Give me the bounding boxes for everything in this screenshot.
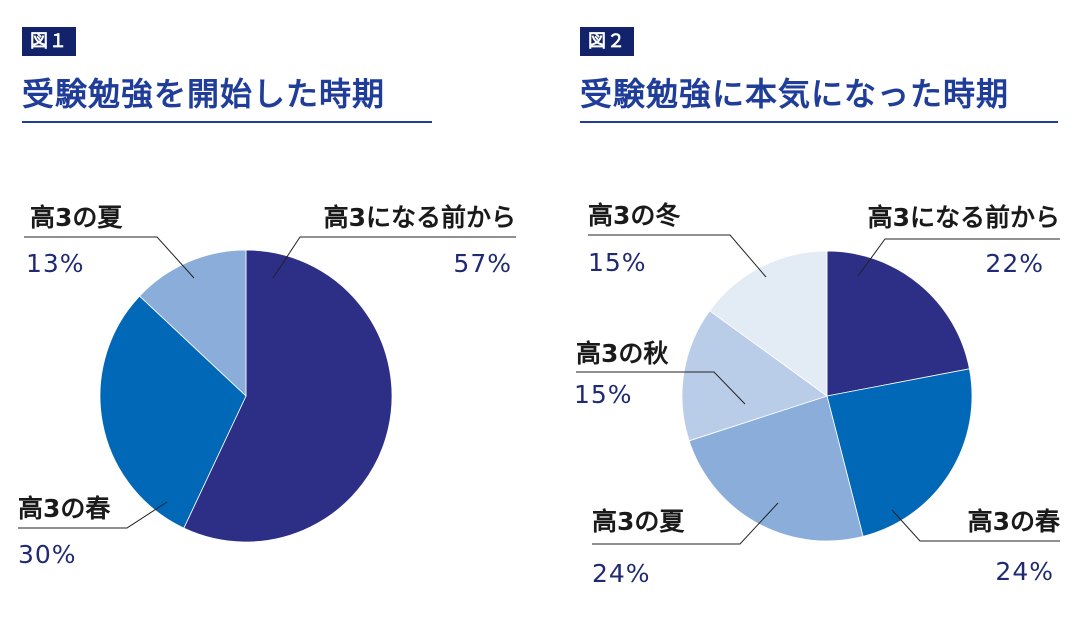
slice-value-label: 15% — [588, 248, 647, 277]
figure-2-badge: 図２ — [580, 27, 634, 56]
leader-line — [18, 501, 168, 529]
slice-label: 高3の夏 24% — [592, 502, 779, 588]
figure-2-title: 受験勉強に本気になった時期 — [580, 75, 1010, 113]
slice-category-label: 高3になる前から — [324, 203, 516, 232]
slice-value-label: 13% — [26, 249, 85, 278]
slice-value-label: 24% — [592, 559, 651, 588]
slice-category-label: 高3の秋 — [576, 339, 669, 368]
slice-value-label: 57% — [453, 249, 512, 278]
leader-line — [857, 238, 1060, 277]
slice-category-label: 高3の冬 — [588, 201, 680, 230]
pie-slice — [183, 249, 393, 543]
pie-slice — [688, 395, 864, 542]
slice-label: 高3の冬 15% — [588, 201, 767, 278]
pie-slice — [826, 250, 970, 397]
slice-label: 高3の夏 13% — [24, 203, 195, 279]
slice-category-label: 高3になる前から — [868, 203, 1060, 232]
slice-label: 高3になる前から 57% — [272, 203, 516, 279]
pie-slices — [681, 250, 973, 542]
figure-1-badge: 図１ — [22, 27, 76, 56]
slice-value-label: 22% — [985, 249, 1044, 278]
slice-category-label: 高3の春 — [968, 507, 1060, 536]
pie-slices — [99, 249, 393, 543]
figure-1-title: 受験勉強を開始した時期 — [22, 75, 386, 113]
slice-value-label: 30% — [18, 540, 77, 569]
slice-value-label: 15% — [574, 380, 633, 409]
pie-slice — [139, 249, 247, 397]
slice-category-label: 高3の春 — [18, 494, 110, 523]
leader-line — [592, 502, 779, 545]
leader-line — [272, 236, 516, 279]
slice-label: 高3になる前から 22% — [857, 203, 1060, 278]
slice-label: 高3の秋 15% — [574, 339, 746, 409]
pie-slice — [709, 250, 828, 397]
figure-2-pie-chart: 高3になる前から 22% 高3の春 24% 高3の夏 24% 高3の秋 15% 高3の冬 15% — [574, 201, 1060, 588]
figure-1-panel: 図１ 受験勉強を開始した時期 高3になる前から 57% 高3の春 30% 高3の夏 13% — [18, 27, 516, 569]
figure-2-title-underline — [580, 121, 1058, 123]
figure-1-pie-chart: 高3になる前から 57% 高3の春 30% 高3の夏 13% — [18, 203, 516, 569]
leader-line — [576, 371, 746, 405]
slice-value-label: 24% — [995, 557, 1054, 586]
slice-category-label: 高3の夏 — [30, 203, 123, 232]
leader-line — [891, 509, 1060, 542]
slice-label: 高3の春 24% — [891, 507, 1060, 586]
slice-label: 高3の春 30% — [18, 494, 168, 569]
slice-category-label: 高3の夏 — [592, 507, 685, 536]
pie-slice — [681, 310, 828, 442]
leader-line — [24, 236, 195, 279]
pie-slice — [99, 295, 247, 529]
leader-line — [588, 234, 767, 278]
figure-1-title-underline — [22, 121, 432, 123]
pie-slice — [826, 368, 973, 537]
figure-2-panel: 図２ 受験勉強に本気になった時期 高3になる前から 22% 高3の春 24% 高3の夏 2… — [540, 0, 1080, 620]
